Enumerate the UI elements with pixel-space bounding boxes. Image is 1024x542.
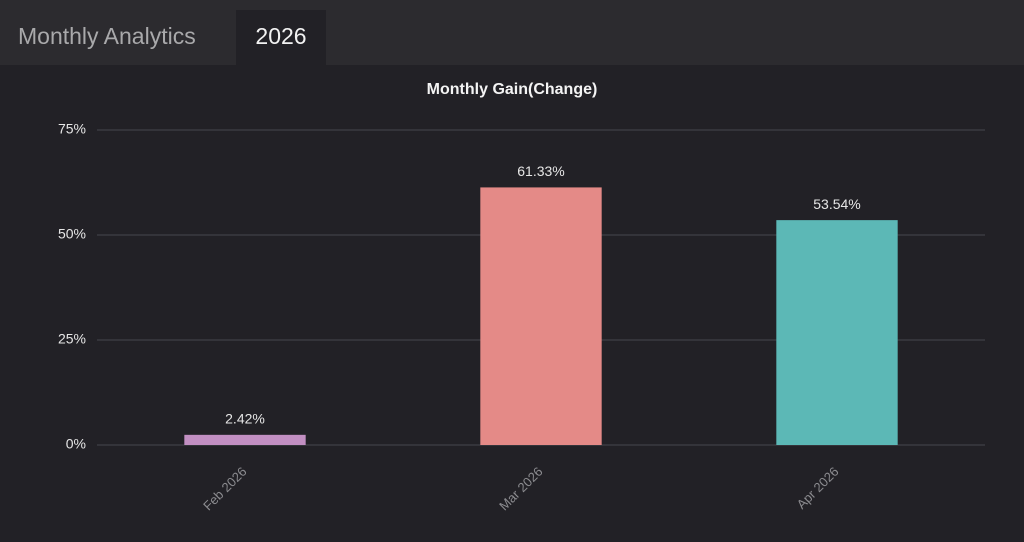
data-label: 61.33%	[517, 163, 564, 179]
y-tick-label: 0%	[66, 436, 86, 452]
x-tick-label: Feb 2026	[200, 464, 249, 513]
x-tick-label: Mar 2026	[496, 464, 545, 513]
tab-active[interactable]: 2026	[236, 10, 326, 65]
tab-bar: Monthly Analytics 2026	[0, 0, 1024, 65]
tab[interactable]: Monthly Analytics	[18, 23, 196, 49]
bar	[480, 187, 602, 445]
bar	[776, 220, 898, 445]
data-label: 2.42%	[225, 411, 265, 427]
bar	[184, 434, 306, 445]
x-tick-label: Apr 2026	[794, 464, 842, 512]
y-tick-label: 50%	[58, 226, 86, 242]
y-tick-label: 25%	[58, 331, 86, 347]
data-label: 53.54%	[813, 196, 860, 212]
chart-title: Monthly Gain(Change)	[427, 81, 598, 98]
y-tick-label: 75%	[58, 121, 86, 137]
